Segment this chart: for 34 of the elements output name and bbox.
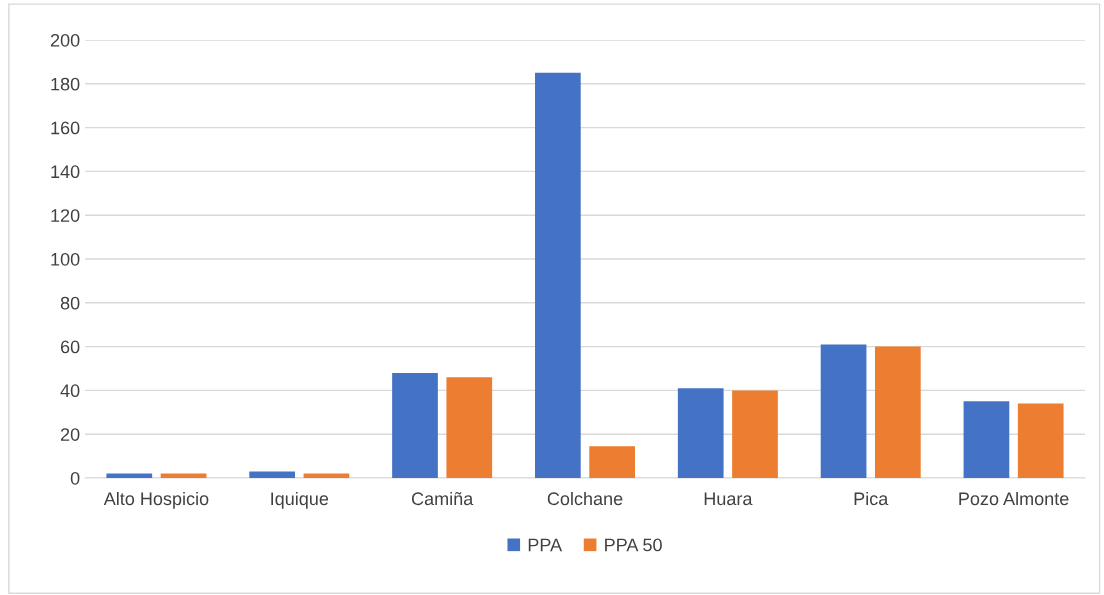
bar — [963, 401, 1010, 478]
legend-label: PPA 50 — [605, 538, 662, 552]
bar — [392, 372, 438, 478]
bar — [820, 344, 867, 478]
bar — [589, 446, 635, 478]
y-tick-label: 180 — [51, 77, 80, 91]
bar — [446, 377, 493, 478]
y-tick-label: 80 — [60, 296, 80, 310]
bar — [160, 473, 207, 478]
y-tick-label: 0 — [70, 471, 80, 485]
x-tick-label: Camiña — [411, 491, 474, 506]
y-tick-label: 60 — [60, 340, 80, 354]
x-tick-label: Pica — [854, 491, 889, 506]
bar — [677, 388, 724, 478]
bar — [303, 473, 350, 478]
x-tick-label: Iquique — [271, 491, 329, 509]
bar — [732, 390, 778, 478]
legend-label: PPA — [528, 538, 563, 552]
y-tick-label: 100 — [51, 252, 80, 266]
bar — [249, 471, 295, 478]
y-tick-label: 20 — [60, 428, 80, 441]
bar — [106, 473, 153, 478]
bar — [875, 346, 921, 478]
bar — [1017, 403, 1064, 478]
x-tick-label: Pozo Almonte — [959, 491, 1069, 506]
y-tick-label: 140 — [51, 165, 80, 179]
y-tick-label: 200 — [50, 33, 80, 47]
y-tick-label: 160 — [51, 121, 80, 135]
x-tick-label: Alto Hospicio — [103, 491, 209, 509]
x-tick-label: Huara — [704, 492, 753, 506]
bar — [535, 72, 581, 478]
x-tick-label: Colchane — [547, 491, 623, 506]
y-tick-label: 120 — [51, 209, 80, 222]
y-tick-label: 40 — [60, 384, 80, 398]
